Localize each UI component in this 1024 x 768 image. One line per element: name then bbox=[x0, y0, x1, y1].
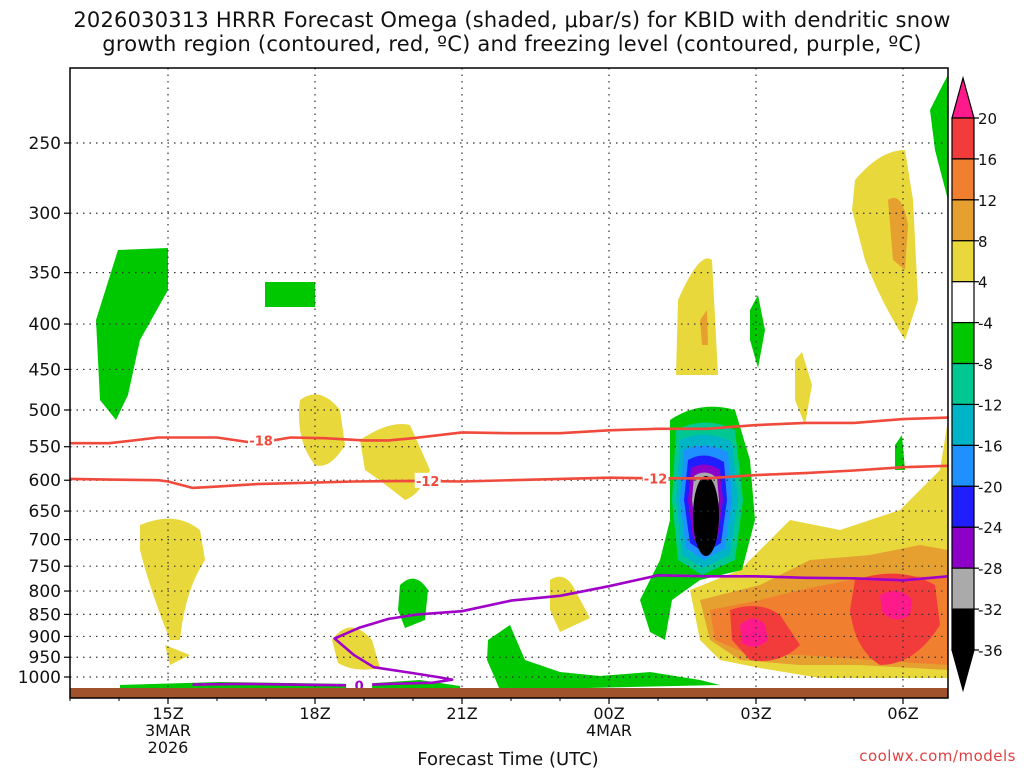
x-tick-label: 18Z bbox=[299, 704, 330, 723]
dgz-minus12-label-bg bbox=[642, 470, 669, 486]
omega-region-red-b bbox=[850, 573, 940, 665]
dgz-minus18-label: -18 bbox=[249, 434, 273, 449]
dgz-minus12-label-bg bbox=[414, 472, 441, 488]
colorbar-swatch bbox=[951, 362, 975, 406]
colorbar-label: 8 bbox=[978, 233, 988, 251]
colorbar-swatch bbox=[951, 281, 975, 324]
omega-region-yellow-1 bbox=[299, 394, 345, 466]
y-tick-label: 550 bbox=[29, 438, 61, 458]
colorbar-label: -24 bbox=[978, 519, 1003, 537]
y-tick-label: 750 bbox=[29, 557, 61, 577]
omega-region-magenta-b bbox=[880, 591, 912, 620]
colorbar-label: 4 bbox=[978, 274, 988, 292]
omega-region-green-d bbox=[930, 75, 948, 200]
y-tick-label: 300 bbox=[29, 204, 61, 224]
y-tick-label: 850 bbox=[29, 605, 61, 625]
colorbar-label: -32 bbox=[978, 601, 1003, 619]
colorbar-label: -4 bbox=[978, 315, 993, 333]
credit-text: coolwx.com/models bbox=[859, 747, 1016, 765]
omega-region-green-c bbox=[895, 435, 905, 470]
colorbar-swatch bbox=[951, 526, 975, 569]
colorbar-swatch bbox=[951, 117, 975, 160]
colorbar-swatch bbox=[951, 444, 975, 487]
y-tick-label: 700 bbox=[29, 531, 61, 551]
y-tick-label: 1000 bbox=[18, 668, 61, 688]
y-tick-label: 650 bbox=[29, 502, 61, 522]
colorbar-swatch bbox=[951, 199, 975, 242]
omega-region-yellow-7 bbox=[676, 258, 718, 375]
y-tick-label: 600 bbox=[29, 471, 61, 491]
omega-region-yellow-5 bbox=[332, 627, 380, 670]
omega-region-yellow-6 bbox=[550, 576, 590, 632]
colorbar-bottom-arrow bbox=[951, 649, 975, 693]
colorbar-label: 20 bbox=[978, 110, 997, 128]
omega-region-green-a bbox=[398, 578, 428, 628]
y-tick-label: 800 bbox=[29, 582, 61, 602]
dgz-minus12-label: -12 bbox=[416, 475, 440, 490]
y-tick-label: 500 bbox=[29, 401, 61, 421]
chart-title-line-2: growth region (contoured, red, ºC) and f… bbox=[102, 32, 922, 56]
colorbar-swatch bbox=[951, 240, 975, 283]
dgz-minus18-label-bg bbox=[248, 432, 275, 448]
colorbar-label: -8 bbox=[978, 356, 993, 374]
omega-region-green-ul bbox=[96, 248, 168, 420]
colorbar-label: -36 bbox=[978, 642, 1003, 660]
colorbar-top-arrow bbox=[951, 75, 975, 119]
colorbar-swatch bbox=[951, 608, 975, 651]
omega-region-black-core bbox=[693, 476, 719, 556]
colorbar-label: -20 bbox=[978, 478, 1003, 496]
x-tick-label: 3MAR bbox=[145, 721, 191, 740]
colorbar-label: -28 bbox=[978, 560, 1003, 578]
y-tick-label: 350 bbox=[29, 264, 61, 284]
colorbar-swatch bbox=[951, 485, 975, 528]
x-tick-label: 21Z bbox=[446, 704, 477, 723]
dgz-minus12-line bbox=[69, 464, 949, 490]
y-tick-label: 250 bbox=[29, 134, 61, 154]
y-tick-label: 450 bbox=[29, 360, 61, 380]
omega-region-orange-upper bbox=[888, 197, 908, 270]
chart-title-line-1: 2026030313 HRRR Forecast Omega (shaded, … bbox=[73, 8, 951, 32]
omega-region-yellow-4 bbox=[165, 645, 190, 665]
omega-region-yellow-9 bbox=[852, 150, 918, 340]
colorbar-label: -16 bbox=[978, 437, 1003, 455]
ground-strip bbox=[70, 688, 948, 698]
y-tick-label: 900 bbox=[29, 627, 61, 647]
freezing-level-label: 0 bbox=[355, 679, 364, 694]
x-tick-label: 03Z bbox=[740, 704, 771, 723]
x-tick-label: 00Z bbox=[593, 704, 624, 723]
omega-region-magenta-a bbox=[740, 618, 768, 647]
colorbar-label: 12 bbox=[978, 192, 997, 210]
x-tick-label: 15Z bbox=[152, 704, 183, 723]
contour-lines: -18 -12 -12 0 bbox=[69, 416, 949, 694]
x-axis-label: Forecast Time (UTC) bbox=[417, 749, 598, 768]
dgz-minus12-label: -12 bbox=[644, 472, 668, 487]
omega-region-yellow-3 bbox=[140, 518, 205, 640]
colorbar-label: 16 bbox=[978, 151, 997, 169]
omega-region-orange-small bbox=[700, 310, 708, 345]
x-tick-label: 4MAR bbox=[586, 721, 632, 740]
y-axis: 2503003504004505005506006507007508008509… bbox=[18, 134, 70, 688]
omega-region-green-e bbox=[487, 625, 720, 690]
colorbar: 20 16 12 8 4 -4 -8 -12 -16 -20 -24 -28 -32 -36 bbox=[951, 75, 1003, 693]
omega-region-green-b bbox=[750, 295, 765, 368]
y-tick-label: 950 bbox=[29, 648, 61, 668]
omega-shading bbox=[96, 75, 948, 690]
x-tick-label: 2026 bbox=[148, 738, 189, 757]
plot-frame bbox=[69, 67, 949, 699]
colorbar-swatch bbox=[951, 322, 975, 365]
dgz-minus18-line bbox=[70, 416, 949, 445]
x-tick-label: 06Z bbox=[887, 704, 918, 723]
omega-region-yellow-8 bbox=[795, 352, 812, 425]
colorbar-swatch bbox=[951, 403, 975, 446]
freezing-level-line bbox=[192, 574, 949, 687]
colorbar-label: -12 bbox=[978, 396, 1003, 414]
colorbar-swatch bbox=[951, 158, 975, 201]
y-tick-label: 400 bbox=[29, 315, 61, 335]
colorbar-swatch bbox=[951, 567, 975, 610]
grid-lines bbox=[70, 68, 948, 698]
omega-region-green-box bbox=[265, 282, 315, 307]
